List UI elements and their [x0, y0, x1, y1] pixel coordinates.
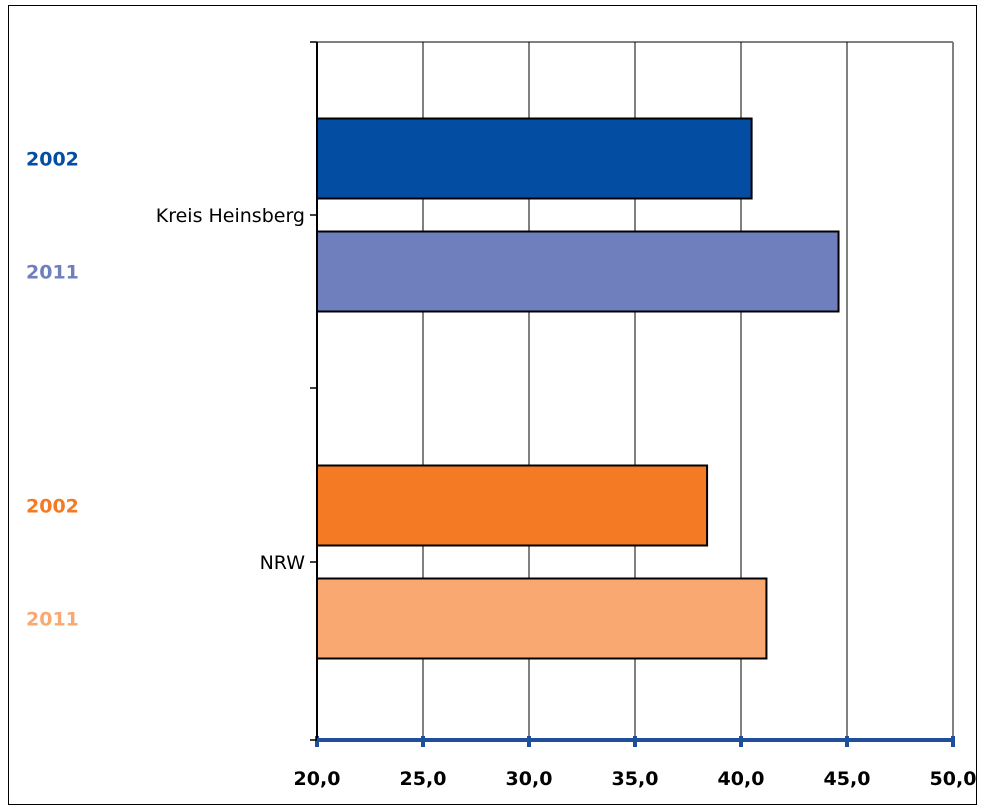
bars — [316, 117, 840, 660]
series-year-label: 2011 — [26, 262, 79, 284]
bar — [316, 577, 768, 660]
bar — [316, 464, 709, 547]
axes — [310, 41, 955, 747]
x-tick-label: 35,0 — [612, 768, 659, 790]
labels: 20,0 25,0 30,0 35,0 40,0 45,0 50,0 Kreis Heinsb… — [26, 149, 976, 791]
x-tick-label: 45,0 — [824, 768, 871, 790]
x-tick-label: 50,0 — [930, 768, 977, 790]
x-tick-label: 30,0 — [506, 768, 553, 790]
bar — [316, 117, 753, 200]
x-tick-label: 40,0 — [718, 768, 765, 790]
category-label: NRW — [260, 552, 306, 574]
x-tick-label: 25,0 — [400, 768, 447, 790]
category-label: Kreis Heinsberg — [156, 205, 305, 227]
series-year-label: 2002 — [26, 149, 79, 171]
series-year-label: 2011 — [26, 609, 79, 631]
bar — [316, 230, 840, 313]
x-tick-label: 20,0 — [294, 768, 341, 790]
series-year-label: 2002 — [26, 496, 79, 518]
